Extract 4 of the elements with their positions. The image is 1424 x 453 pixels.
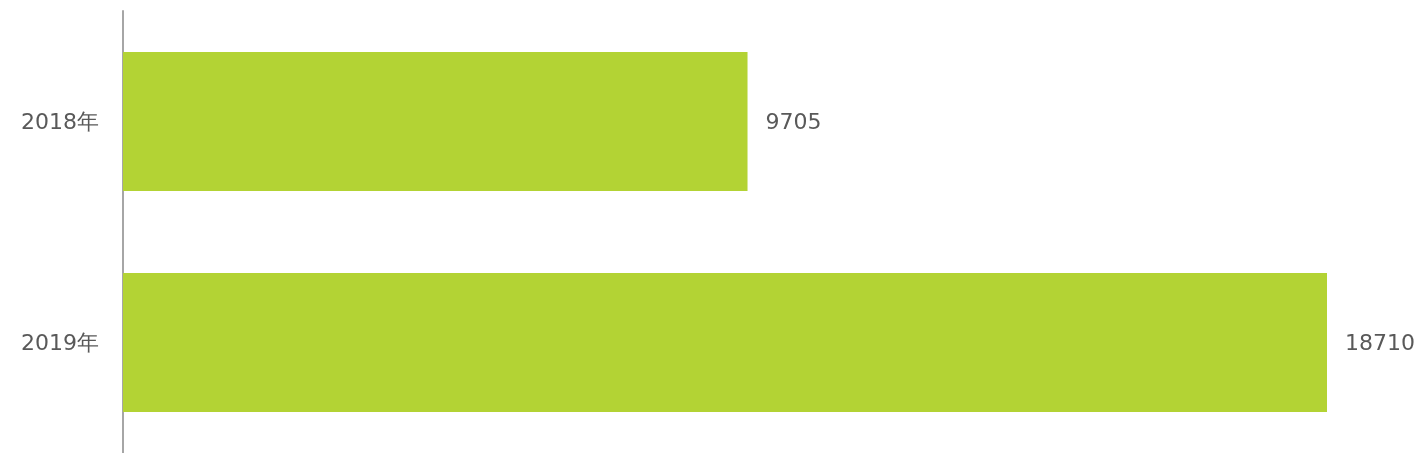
data-label: 9705 bbox=[765, 109, 822, 134]
y-tick-label: 2018年 bbox=[21, 109, 99, 134]
data-label: 18710 bbox=[1345, 330, 1415, 355]
y-tick-label: 2019年 bbox=[21, 330, 99, 355]
